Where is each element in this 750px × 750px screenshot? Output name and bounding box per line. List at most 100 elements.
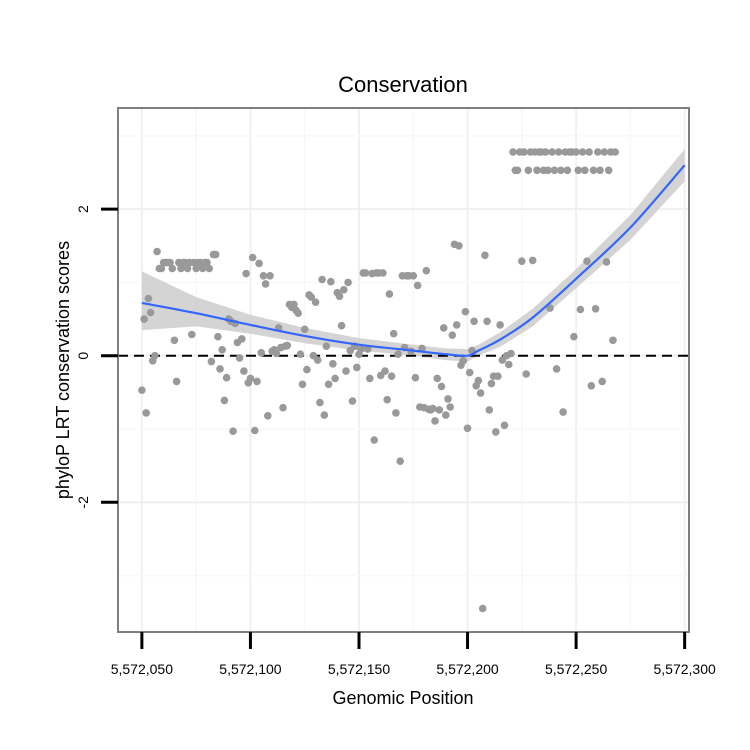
data-point xyxy=(452,321,461,329)
y-tick-label: 2 xyxy=(75,205,91,213)
data-point xyxy=(496,321,504,329)
data-point xyxy=(383,395,392,404)
data-point xyxy=(290,300,298,309)
data-point xyxy=(298,380,307,389)
data-point xyxy=(203,258,211,267)
data-point xyxy=(307,293,316,301)
data-point xyxy=(344,278,352,287)
data-point xyxy=(211,250,220,259)
data-point xyxy=(255,259,263,268)
data-point xyxy=(166,258,174,267)
data-point xyxy=(322,342,331,351)
data-point xyxy=(216,365,224,373)
data-point xyxy=(591,305,600,313)
data-point xyxy=(557,166,565,175)
data-point xyxy=(429,404,437,413)
data-point xyxy=(379,269,387,277)
data-point xyxy=(465,368,474,377)
data-point xyxy=(548,148,556,156)
data-point xyxy=(413,281,422,290)
data-point xyxy=(578,148,587,156)
data-point xyxy=(220,396,229,405)
data-point xyxy=(546,304,554,312)
x-tick-label: 5,572,200 xyxy=(436,661,498,677)
data-point xyxy=(611,148,619,156)
data-point xyxy=(168,264,177,273)
data-point xyxy=(170,336,179,345)
data-point xyxy=(264,412,272,420)
data-point xyxy=(283,341,292,350)
data-point xyxy=(572,148,580,156)
x-tick-label: 5,572,150 xyxy=(328,661,390,677)
data-point xyxy=(544,166,552,175)
data-point xyxy=(144,294,153,303)
data-point xyxy=(316,398,324,407)
data-point xyxy=(320,411,329,419)
data-point xyxy=(435,406,444,414)
axes: 5,572,050 5,572,100 5,572,150 5,572,200 5,57… xyxy=(75,205,716,677)
data-point xyxy=(437,382,446,391)
data-point xyxy=(324,380,333,389)
data-point xyxy=(318,275,326,284)
data-point xyxy=(303,365,311,374)
data-point xyxy=(431,417,439,425)
data-point xyxy=(559,408,567,416)
data-point xyxy=(246,374,255,383)
data-point xyxy=(266,272,274,280)
data-point xyxy=(146,308,155,317)
data-point xyxy=(366,374,374,383)
data-point xyxy=(485,406,494,414)
data-point xyxy=(396,457,405,466)
data-point xyxy=(455,242,463,250)
data-point xyxy=(214,332,222,341)
data-point xyxy=(594,148,602,156)
data-point xyxy=(151,351,159,360)
data-point xyxy=(448,331,457,340)
data-point xyxy=(253,377,261,386)
data-point xyxy=(389,329,398,338)
data-point xyxy=(476,389,485,397)
data-point xyxy=(550,166,559,175)
data-point xyxy=(609,336,617,345)
data-point xyxy=(353,363,361,372)
data-point xyxy=(381,367,389,375)
data-point xyxy=(331,374,339,383)
data-point xyxy=(439,324,448,332)
data-point xyxy=(340,286,348,294)
data-point xyxy=(153,247,161,256)
data-point xyxy=(313,356,322,364)
data-point xyxy=(387,372,396,381)
data-point xyxy=(142,409,150,417)
data-point xyxy=(596,166,604,175)
data-point xyxy=(335,292,344,301)
data-point xyxy=(583,257,591,266)
data-point xyxy=(492,428,500,436)
data-point xyxy=(392,409,400,417)
data-point xyxy=(470,317,478,326)
data-point xyxy=(522,370,530,378)
panel-border xyxy=(117,107,690,633)
data-point xyxy=(311,298,320,307)
data-point xyxy=(259,272,268,280)
data-point xyxy=(300,325,309,334)
data-point xyxy=(411,373,420,382)
x-tick-label: 5,572,300 xyxy=(654,661,716,677)
data-point xyxy=(394,350,402,359)
smooth-trend-line xyxy=(141,164,686,357)
data-point xyxy=(589,166,598,175)
data-point xyxy=(576,305,585,314)
data-point xyxy=(552,365,561,373)
data-point xyxy=(140,315,148,323)
data-point xyxy=(513,166,522,175)
data-point xyxy=(533,166,541,175)
data-point xyxy=(370,436,379,444)
data-point xyxy=(248,253,257,262)
data-point xyxy=(235,354,244,362)
x-axis-title: Genomic Position xyxy=(332,688,473,708)
data-point xyxy=(357,345,366,353)
data-point xyxy=(229,427,237,436)
data-point xyxy=(481,251,489,260)
data-point xyxy=(483,317,491,326)
data-point xyxy=(442,411,450,419)
data-point xyxy=(409,272,418,280)
